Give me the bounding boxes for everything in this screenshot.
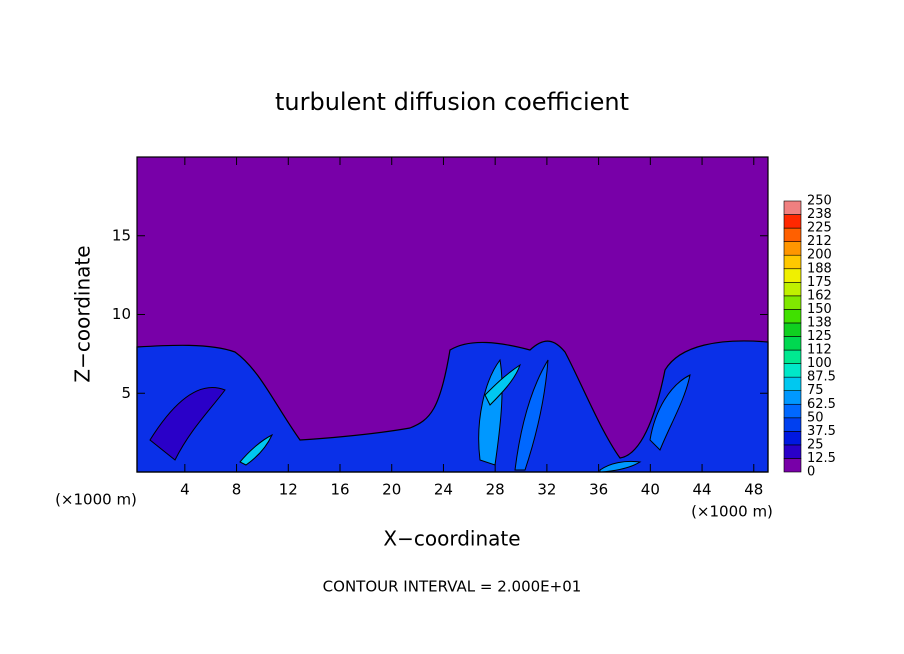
field-region	[599, 460, 642, 473]
annotation: CONTOUR INTERVAL = 2.000E+01	[323, 578, 582, 596]
colorbar-label: 12.5	[807, 451, 836, 466]
field-region	[484, 363, 521, 406]
x-tick-label: 48	[744, 481, 763, 499]
colorbar-segment	[783, 417, 802, 432]
x-tick-label: 32	[537, 481, 556, 499]
colorbar-segment	[783, 376, 802, 391]
x-tick-label: 8	[232, 481, 242, 499]
y-tick-label: 10	[112, 305, 131, 323]
colorbar-segment	[783, 458, 802, 473]
colorbar-segment	[783, 363, 802, 378]
colorbar-segment	[783, 309, 802, 324]
colorbar-label: 87.5	[807, 370, 836, 385]
colorbar-segment	[783, 349, 802, 364]
colorbar-label: 212	[807, 234, 832, 249]
colorbar-segment	[783, 241, 802, 256]
colorbar-label: 162	[807, 288, 832, 303]
colorbar-label: 238	[807, 207, 832, 222]
x-tick-label: 36	[589, 481, 608, 499]
field-region	[136, 340, 769, 473]
colorbar-label: 150	[807, 302, 832, 317]
colorbar-segment	[783, 431, 802, 446]
colorbar-label: 250	[807, 194, 832, 209]
colorbar-segment	[783, 403, 802, 419]
colorbar-label: 112	[807, 343, 832, 358]
y-tick-label: 5	[121, 384, 131, 402]
colorbar-segment	[783, 281, 802, 297]
x-tick-label: 28	[486, 481, 505, 499]
x-axis-title: X−coordinate	[383, 527, 520, 551]
field-region	[649, 374, 691, 451]
x-unit-label: (×1000 m)	[691, 503, 773, 521]
x-tick-label: 16	[330, 481, 349, 499]
x-tick-label: 44	[693, 481, 712, 499]
colorbar-label: 0	[807, 465, 815, 480]
x-tick-label: 12	[279, 481, 298, 499]
chart-title: turbulent diffusion coefficient	[275, 88, 629, 116]
colorbar-segment	[783, 336, 802, 351]
colorbar-segment	[783, 254, 802, 270]
colorbar-segment	[783, 200, 802, 215]
colorbar-label: 37.5	[807, 424, 836, 439]
colorbar-label: 175	[807, 275, 832, 290]
colorbar-segment	[783, 444, 802, 459]
colorbar-label: 138	[807, 315, 832, 330]
colorbar-label: 188	[807, 261, 832, 276]
colorbar-segment	[783, 390, 802, 405]
x-tick-label: 4	[180, 481, 190, 499]
colorbar-label: 62.5	[807, 397, 836, 412]
y-tick-label: 15	[112, 226, 131, 244]
x-tick-label: 40	[641, 481, 660, 499]
colorbar-segment	[783, 214, 802, 229]
y-axis-title: Z−coordinate	[71, 245, 95, 382]
colorbar-label: 100	[807, 356, 832, 371]
colorbar-segment	[783, 227, 802, 242]
x-tick-label: 24	[434, 481, 453, 499]
colorbar-label: 225	[807, 221, 832, 236]
colorbar-label: 200	[807, 248, 832, 263]
colorbar-segment	[783, 268, 802, 283]
field-region	[239, 433, 274, 466]
colorbar-label: 125	[807, 329, 832, 344]
x-unit-label: (×1000 m)	[55, 491, 137, 509]
colorbar-label: 50	[807, 410, 824, 425]
colorbar-segment	[783, 295, 802, 310]
x-tick-label: 20	[382, 481, 401, 499]
colorbar-label: 75	[807, 383, 824, 398]
field-region	[149, 386, 226, 461]
field-region	[514, 359, 549, 471]
colorbar-segment	[783, 322, 802, 337]
colorbar-label: 25	[807, 437, 824, 452]
